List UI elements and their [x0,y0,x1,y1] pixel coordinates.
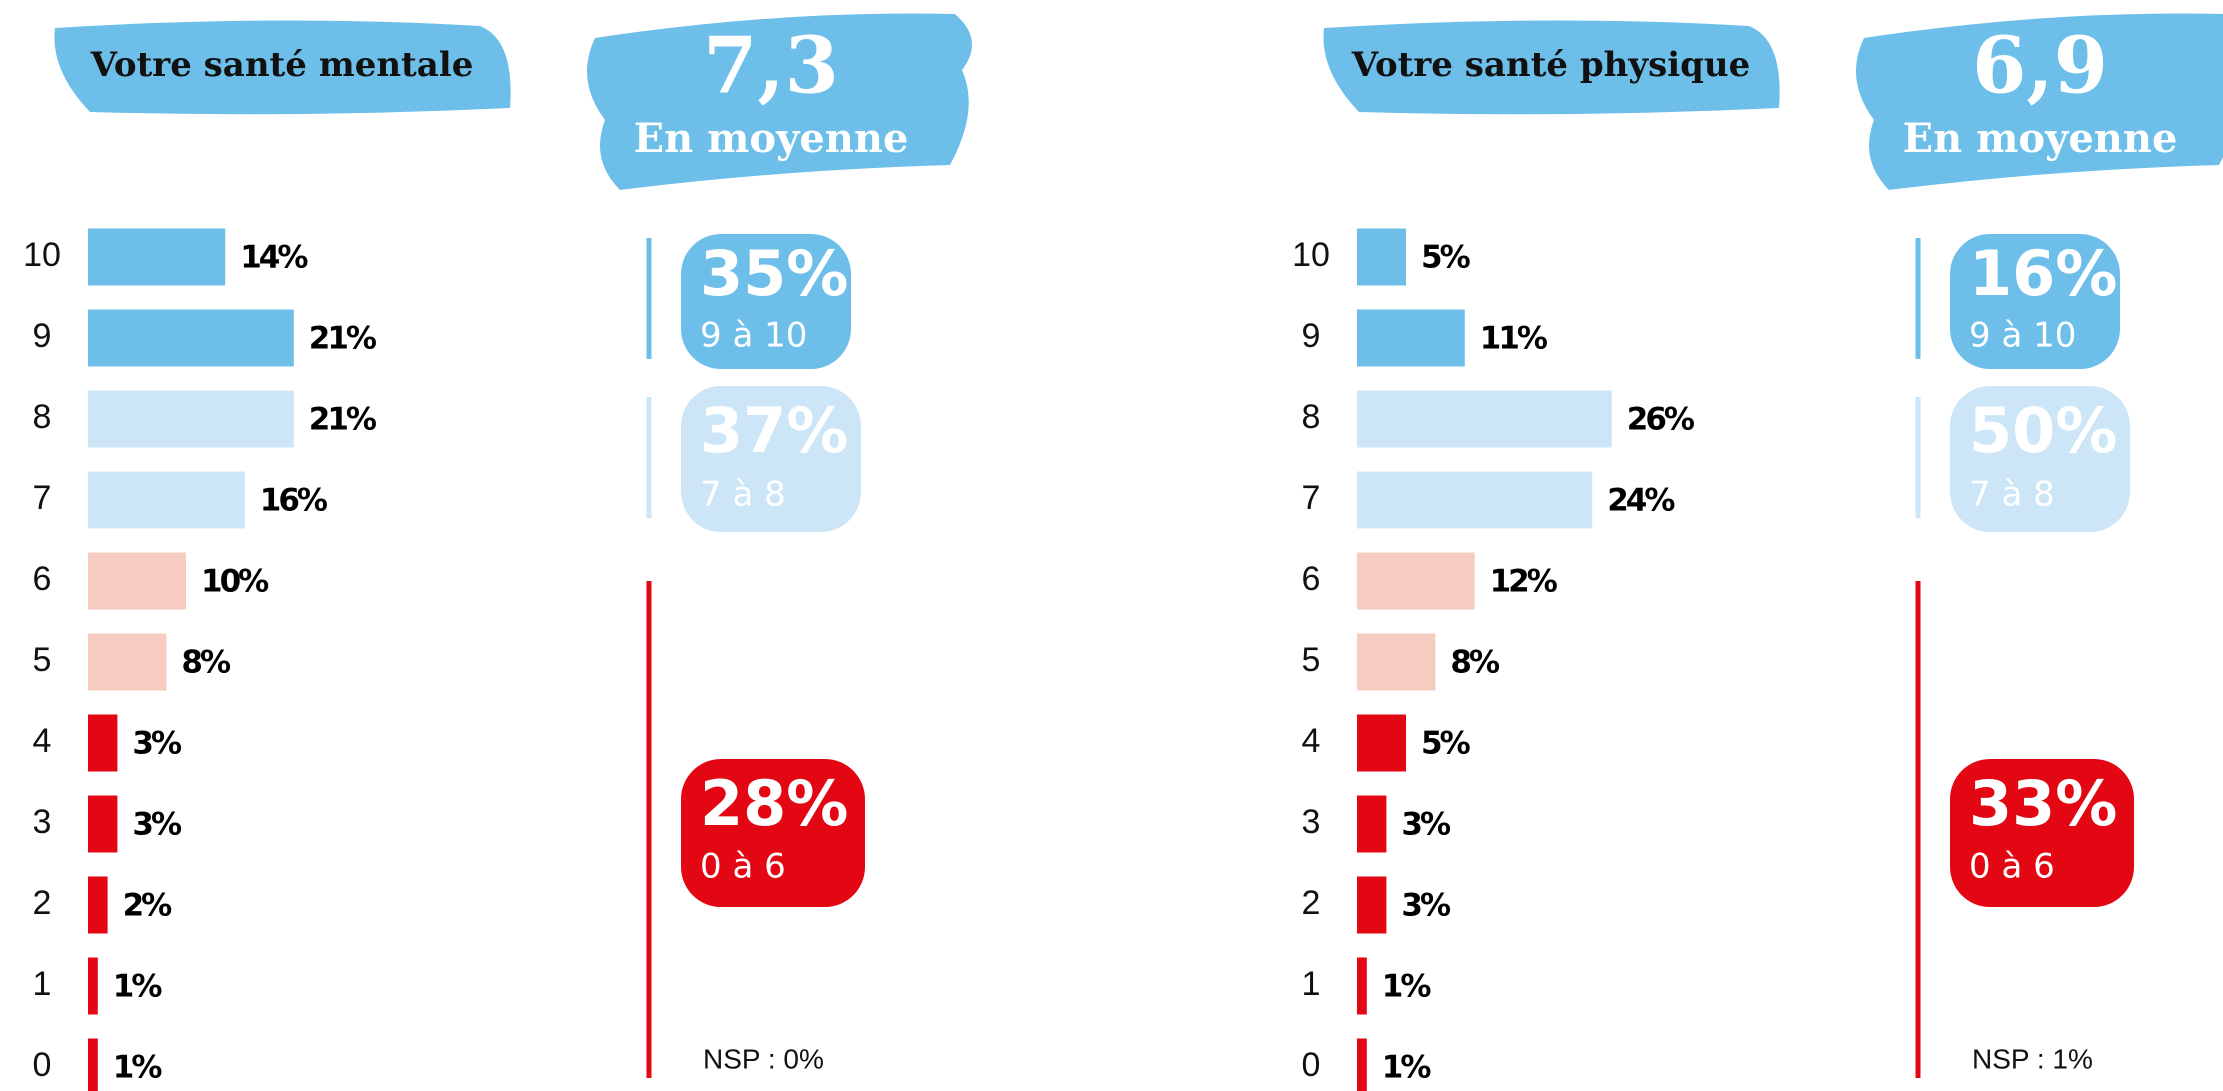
group-percent: 28% [700,767,848,840]
group-range: 9 à 10 [700,316,807,356]
value-label: 8% [1450,645,1500,681]
value-label: 11% [1480,321,1548,357]
category-label: 2 [1302,884,1321,922]
bar [88,714,118,772]
value-label: 3% [1401,807,1451,843]
title-bubble [54,20,511,115]
title-bubble [1323,20,1780,115]
bar [1357,795,1387,853]
value-label: 10% [201,564,269,600]
value-label: 12% [1490,564,1558,600]
average-value: 7,3 [703,21,839,112]
value-label: 3% [1401,888,1451,924]
bar [1357,309,1465,367]
category-label: 10 [1292,236,1330,274]
group-bubble [1950,234,2120,369]
average-bubble [587,13,972,190]
category-label: 5 [33,641,52,679]
nsp-note: NSP : 0% [703,1043,824,1074]
category-label: 3 [33,803,52,841]
group-range: 7 à 8 [1969,475,2055,515]
bar [1357,876,1387,934]
group-bubble [681,759,865,907]
bar [88,633,167,691]
value-label: 16% [260,483,328,519]
category-label: 0 [1302,1046,1321,1084]
average-label: En moyenne [1903,115,2178,162]
bar [88,309,294,367]
group-percent: 16% [1969,237,2117,310]
bar [88,795,118,853]
value-label: 5% [1421,240,1471,276]
category-label: 8 [33,398,52,436]
category-label: 4 [1302,722,1321,760]
value-label: 24% [1607,483,1675,519]
value-label: 1% [113,1050,163,1086]
bar [1357,1038,1367,1091]
category-label: 10 [23,236,61,274]
bar [88,876,108,934]
category-label: 6 [33,560,52,598]
bar [88,552,186,610]
value-label: 21% [309,321,377,357]
category-label: 1 [33,965,52,1003]
category-label: 4 [33,722,52,760]
bar [88,957,98,1015]
bar [1357,714,1406,772]
chart-title: Votre santé mentale [90,45,474,85]
group-range: 9 à 10 [1969,316,2076,356]
value-label: 21% [309,402,377,438]
category-label: 2 [33,884,52,922]
average-bubble [1856,13,2223,190]
group-range: 0 à 6 [700,847,786,887]
bar [88,1038,98,1091]
bar [1357,552,1475,610]
value-label: 1% [113,969,163,1005]
category-label: 0 [33,1046,52,1084]
value-label: 3% [132,807,182,843]
category-label: 9 [33,317,52,355]
value-label: 2% [123,888,173,924]
category-label: 6 [1302,560,1321,598]
average-label: En moyenne [634,115,909,162]
category-label: 7 [33,479,52,517]
category-label: 3 [1302,803,1321,841]
bar [1357,390,1612,448]
bar [1357,957,1367,1015]
bar [1357,633,1436,691]
value-label: 1% [1382,1050,1432,1086]
group-bubble [681,386,861,532]
group-percent: 50% [1969,394,2117,467]
bar [88,471,245,529]
group-percent: 35% [700,237,848,310]
value-label: 3% [132,726,182,762]
group-bubble [1950,386,2130,532]
value-label: 26% [1627,402,1695,438]
group-bubble [681,234,851,369]
category-label: 8 [1302,398,1321,436]
value-label: 14% [240,240,308,276]
group-range: 7 à 8 [700,475,786,515]
group-percent: 33% [1969,767,2117,840]
category-label: 9 [1302,317,1321,355]
bar [1357,228,1406,286]
group-range: 0 à 6 [1969,847,2055,887]
value-label: 5% [1421,726,1471,762]
category-label: 7 [1302,479,1321,517]
average-value: 6,9 [1972,21,2108,112]
value-label: 8% [181,645,231,681]
bar [88,390,294,448]
bar [1357,471,1593,529]
value-label: 1% [1382,969,1432,1005]
category-label: 1 [1302,965,1321,1003]
chart-title: Votre santé physique [1351,45,1751,85]
group-bubble [1950,759,2134,907]
category-label: 5 [1302,641,1321,679]
bar [88,228,226,286]
group-percent: 37% [700,394,848,467]
nsp-note: NSP : 1% [1972,1043,2093,1074]
